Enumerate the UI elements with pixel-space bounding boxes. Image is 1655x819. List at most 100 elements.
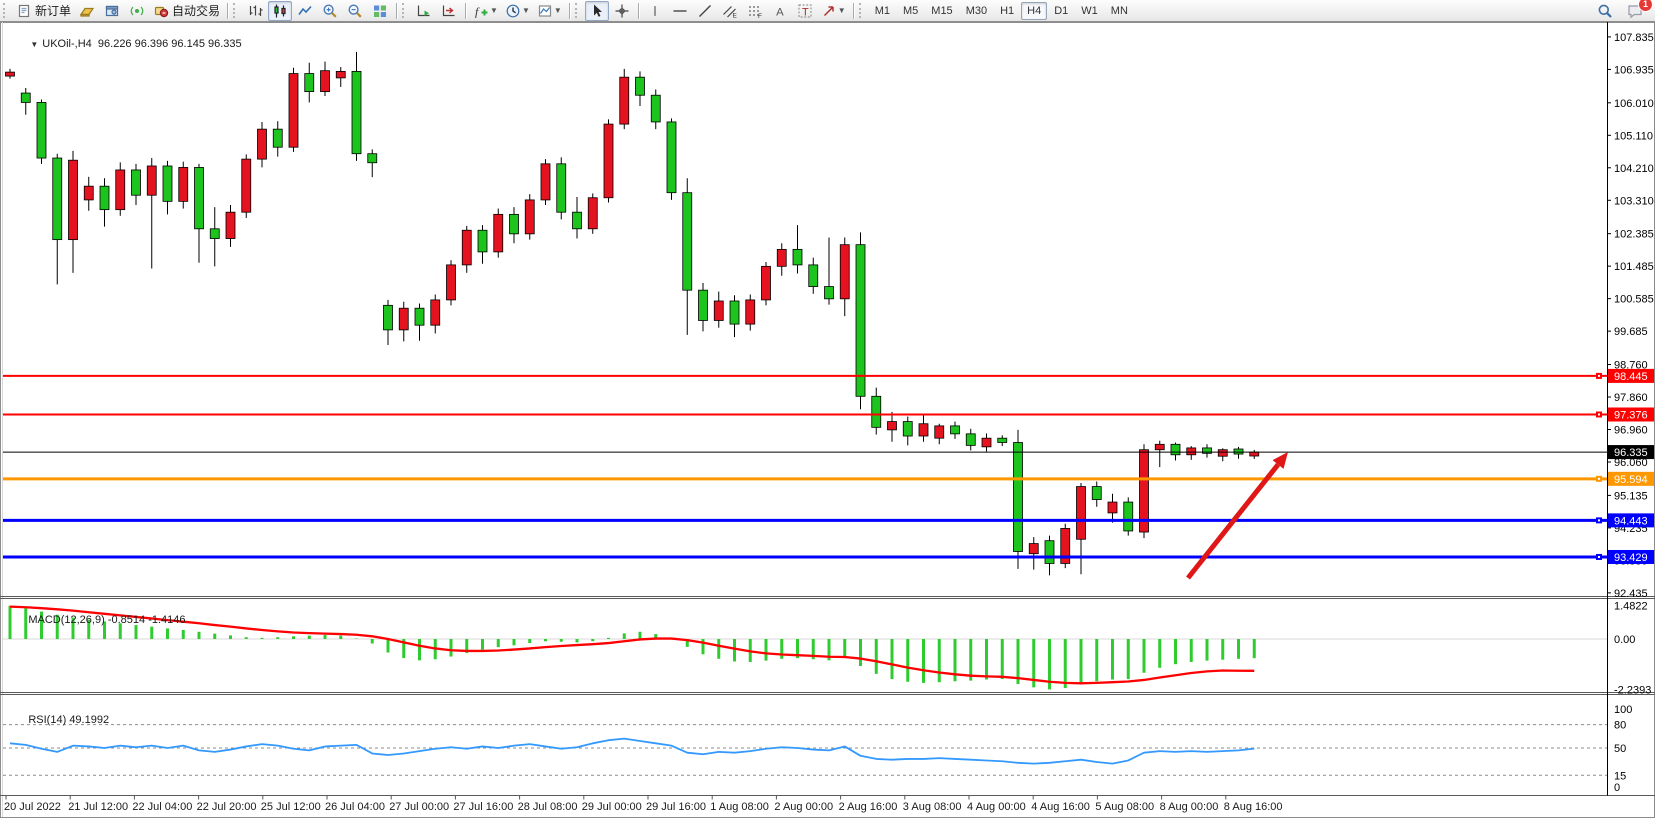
svg-text:0: 0 [1614, 782, 1620, 794]
svg-text:8 Aug 16:00: 8 Aug 16:00 [1224, 801, 1283, 813]
separator [568, 2, 570, 19]
trendline-button[interactable] [693, 1, 717, 21]
periods-button[interactable]: ▼ [502, 1, 533, 21]
search-icon [1597, 3, 1613, 19]
svg-text:94.443: 94.443 [1614, 515, 1648, 527]
channel-button[interactable]: E [718, 1, 742, 21]
zoom-in-button[interactable] [318, 1, 342, 21]
toolbar-grip [3, 3, 9, 18]
svg-text:22 Jul 04:00: 22 Jul 04:00 [132, 801, 192, 813]
timeframe-m30[interactable]: M30 [965, 4, 988, 17]
svg-text:100: 100 [1614, 704, 1632, 716]
line-chart-icon [297, 3, 313, 19]
svg-text:2 Aug 16:00: 2 Aug 16:00 [839, 801, 898, 813]
macd-axis: 1.4822 0.00 -2.2393 [1614, 601, 1651, 697]
price-axis: 107.835 106.935 106.010 105.110 104.210 103.3… [1607, 32, 1654, 600]
separator [852, 2, 854, 19]
timeframe-m15[interactable]: M15 [931, 4, 953, 17]
toolbar-grip [858, 3, 865, 18]
new-order-button[interactable]: 新订单 [13, 1, 74, 21]
cursor-button[interactable] [584, 0, 609, 21]
svg-text:96.960: 96.960 [1614, 425, 1648, 437]
svg-text:22 Jul 20:00: 22 Jul 20:00 [197, 801, 257, 813]
fibonacci-button[interactable]: F [743, 1, 767, 21]
market-watch-button[interactable] [75, 1, 99, 21]
svg-text:F: F [758, 13, 762, 19]
timeframe-h1[interactable]: H1 [1000, 4, 1015, 17]
indicators-button[interactable]: f ▼ [470, 1, 501, 21]
separator [465, 2, 467, 19]
trend-arrow-annotation[interactable] [1186, 452, 1288, 580]
svg-text:15: 15 [1614, 770, 1626, 782]
collapse-triangle-icon[interactable]: ▼ [30, 40, 39, 49]
svg-text:T: T [802, 6, 809, 18]
candlestick-mode-button[interactable] [268, 0, 293, 21]
svg-text:93.429: 93.429 [1614, 552, 1648, 564]
trendline-icon [697, 3, 713, 19]
svg-text:95.594: 95.594 [1614, 474, 1648, 486]
toolbar-grip [402, 3, 408, 18]
svg-text:96.060: 96.060 [1614, 457, 1648, 469]
macd-signal-line [9, 605, 1255, 685]
search-button[interactable] [1593, 1, 1617, 21]
rsi-indicator-label: RSI(14) 49.1992 [28, 714, 110, 726]
crosshair-button[interactable] [610, 1, 634, 21]
text-label-icon: T [797, 3, 813, 19]
chart-frame [0, 22, 1655, 818]
svg-text:98.760: 98.760 [1614, 360, 1648, 372]
timeframe-m1[interactable]: M1 [874, 4, 890, 17]
chart-area[interactable]: 107.835 106.935 106.010 105.110 104.210 103.3… [0, 22, 1655, 819]
macd-indicator-label: MACD(12,26,9) -0.8514 -1.4146 [28, 614, 186, 626]
text-label-button[interactable]: T [793, 1, 817, 21]
arrows-button[interactable]: ▼ [818, 1, 849, 21]
zoom-out-button[interactable] [343, 1, 367, 21]
svg-text:0.00: 0.00 [1614, 634, 1635, 646]
auto-scroll-button[interactable] [412, 1, 436, 21]
macd-histogram [3, 605, 1607, 690]
svg-text:98.445: 98.445 [1614, 371, 1648, 383]
auto-trading-icon [153, 3, 169, 19]
separator [227, 2, 229, 19]
text-button[interactable]: A [768, 1, 792, 21]
horizontal-line-button[interactable] [668, 1, 692, 21]
svg-text:28 Jul 08:00: 28 Jul 08:00 [518, 801, 578, 813]
price-badges: 98.445 97.376 96.335 95.594 94.443 93.429 [1608, 368, 1654, 564]
svg-text:103.310: 103.310 [1614, 195, 1654, 207]
templates-button[interactable]: ▼ [534, 1, 565, 21]
data-window-button[interactable] [100, 1, 124, 21]
svg-text:20 Jul 2022: 20 Jul 2022 [4, 801, 61, 813]
vertical-line-button[interactable] [643, 1, 667, 21]
svg-text:1 Aug 08:00: 1 Aug 08:00 [710, 801, 769, 813]
timeframe-d1[interactable]: D1 [1054, 4, 1069, 17]
rsi-value: 49.1992 [69, 714, 110, 726]
tile-windows-button[interactable] [368, 1, 392, 21]
fibonacci-icon: F [747, 3, 763, 19]
svg-text:4 Aug 16:00: 4 Aug 16:00 [1031, 801, 1090, 813]
auto-scroll-icon [416, 3, 432, 19]
horizontal-level-lines[interactable] [3, 372, 1607, 560]
auto-trading-button[interactable]: 自动交易 [150, 1, 223, 21]
chevron-down-icon: ▼ [521, 6, 530, 15]
vertical-line-icon [649, 3, 661, 19]
svg-text:-2.2393: -2.2393 [1614, 684, 1651, 696]
svg-text:26 Jul 04:00: 26 Jul 04:00 [325, 801, 385, 813]
signals-button[interactable] [125, 1, 149, 21]
timeframe-mn[interactable]: MN [1110, 4, 1128, 17]
chart-shift-icon [441, 3, 457, 19]
bar-chart-mode-button[interactable] [243, 1, 267, 21]
separator [396, 2, 398, 19]
chat-button[interactable]: 1 [1623, 0, 1653, 21]
svg-text:80: 80 [1614, 720, 1626, 732]
line-chart-mode-button[interactable] [293, 1, 317, 21]
chevron-down-icon: ▼ [553, 6, 562, 15]
rsi-line [9, 737, 1255, 765]
toolbar-grip [574, 3, 581, 18]
chart-shift-button[interactable] [437, 1, 461, 21]
chart-symbol-label: ▼ UKOil-,H4 96.226 96.396 96.145 96.335 [12, 26, 241, 62]
macd-values: -0.8514 -1.4146 [107, 614, 186, 626]
timeframe-w1[interactable]: W1 [1081, 4, 1098, 17]
timeframe-h4[interactable]: H4 [1021, 1, 1048, 20]
timeframe-m5[interactable]: M5 [903, 4, 919, 17]
svg-text:f: f [475, 4, 480, 18]
market-watch-icon [79, 3, 95, 19]
